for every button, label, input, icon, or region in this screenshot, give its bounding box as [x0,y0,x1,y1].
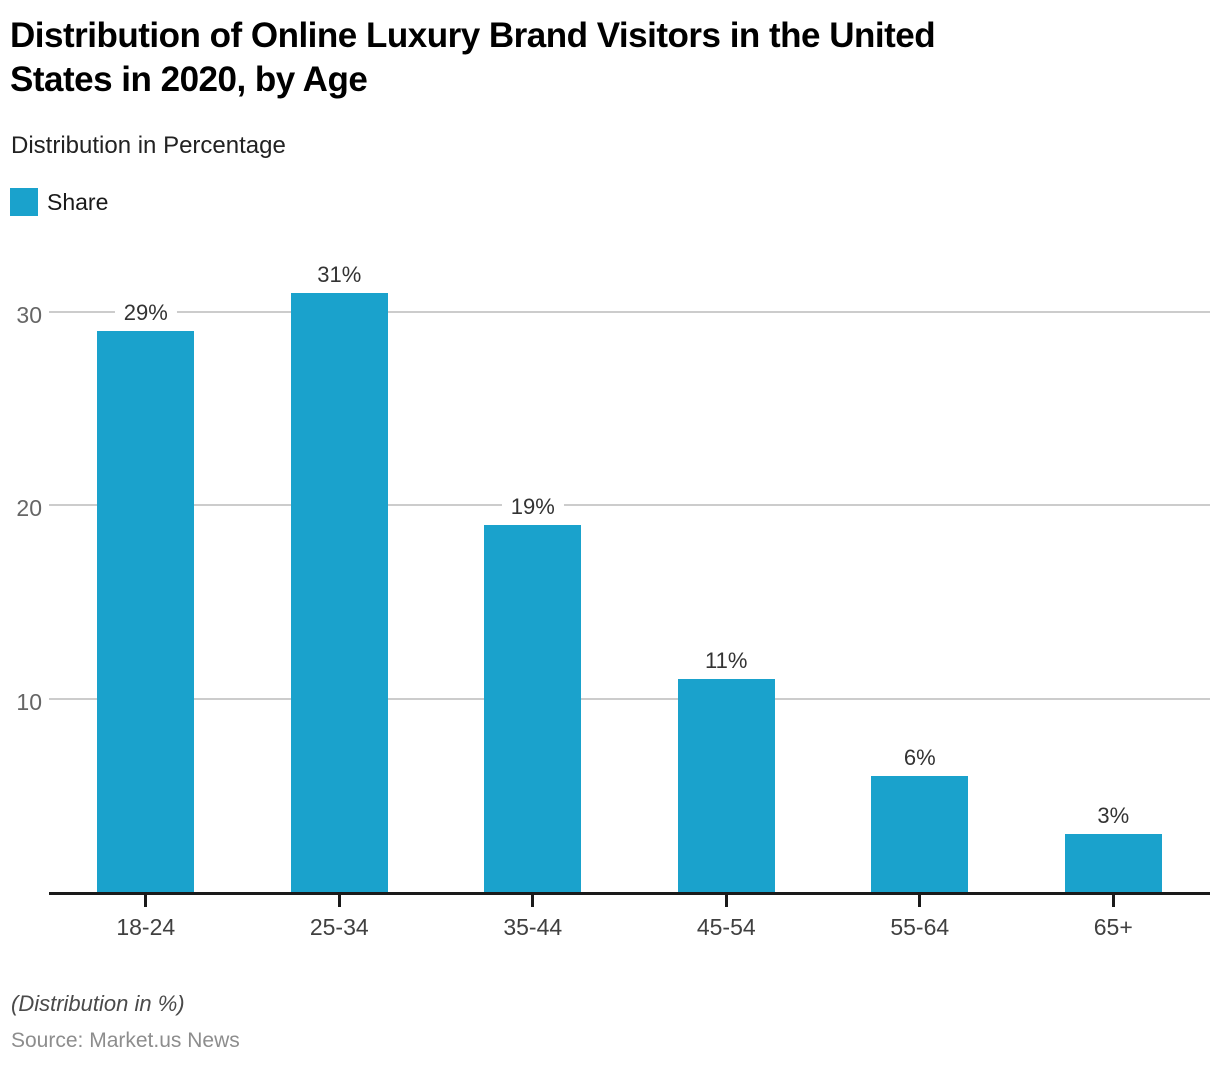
bar-45-54 [677,679,775,892]
x-axis-label-45-54: 45-54 [696,914,756,940]
bar-slot-65+: 3% 65+ [1017,250,1211,940]
y-axis-label-30: 30 [16,302,42,328]
x-axis-label-18-24: 18-24 [116,914,176,940]
x-axis-label-55-64: 55-64 [890,914,950,940]
y-axis-labels: 10 20 30 [0,250,42,895]
bar-slot-45-54: 11% 45-54 [630,250,824,940]
chart-title-line2: States in 2020, by Age [10,60,368,99]
chart-title: Distribution of Online Luxury Brand Visi… [10,14,1210,102]
bar-value-label-35-44: 19% [501,493,564,520]
legend-label-share: Share [47,188,109,215]
bar-slot-55-64: 6% 55-64 [823,250,1017,940]
legend: Share [10,188,108,216]
y-axis-label-10: 10 [16,688,42,715]
x-axis-tick-45-54 [724,895,728,907]
bar-value-label-25-34: 31% [308,261,371,288]
bar-value-label-45-54: 11% [696,648,757,675]
x-axis-tick-18-24 [144,895,148,907]
bar-slot-18-24: 29% 18-24 [49,250,243,940]
bar-slots: 29% 18-24 31% 25-34 19% 35-44 11% 45-54 6% 55-64 3… [49,250,1211,940]
plot-area: 29% 18-24 31% 25-34 19% 35-44 11% 45-54 6% 55-64 3… [49,250,1211,940]
legend-swatch-share [10,188,38,216]
gridline-30 [49,311,1210,313]
bar-slot-25-34: 31% 25-34 [243,250,437,940]
x-axis-tick-55-64 [918,895,922,907]
bar-55-64 [871,776,969,892]
bar-slot-35-44: 19% 35-44 [436,250,630,940]
bar-35-44 [484,524,582,892]
y-axis-label-20: 20 [16,495,42,522]
gridline-20 [49,504,1210,507]
bar-value-label-55-64: 6% [894,745,945,771]
chart-title-line1: Distribution of Online Luxury Brand Visi… [10,16,936,55]
source-credit: Source: Market.us News [11,1029,240,1052]
chart-footnote: (Distribution in %) [11,991,185,1016]
bar-18-24 [97,331,195,892]
gridline-10 [49,697,1210,700]
bar-25-34 [290,292,388,892]
x-axis-label-35-44: 35-44 [503,914,563,940]
bar-value-label-65+: 3% [1088,803,1139,829]
x-axis-tick-25-34 [337,895,341,907]
chart-subtitle: Distribution in Percentage [11,132,286,159]
x-axis-label-25-34: 25-34 [309,914,369,940]
x-axis-label-65+: 65+ [1093,914,1133,940]
bar-65+ [1064,834,1162,892]
x-axis-tick-35-44 [531,895,535,907]
bar-value-label-18-24: 29% [114,300,177,327]
x-axis-tick-65+ [1111,895,1115,907]
